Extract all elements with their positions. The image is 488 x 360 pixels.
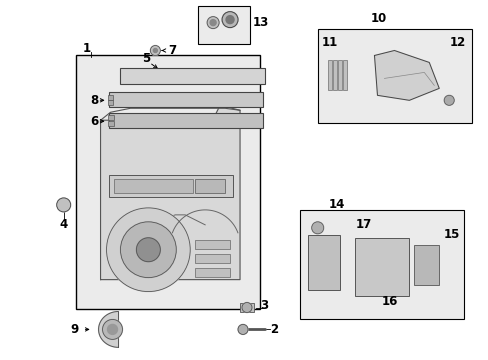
Circle shape	[106, 208, 190, 292]
Bar	[107, 121, 113, 126]
Polygon shape	[374, 50, 438, 100]
Text: 3: 3	[260, 299, 267, 312]
Bar	[413, 245, 438, 285]
Text: 7: 7	[168, 44, 176, 57]
Text: 5: 5	[142, 52, 150, 65]
Polygon shape	[99, 311, 118, 347]
Bar	[107, 115, 113, 120]
Text: 1: 1	[82, 42, 91, 55]
Bar	[332, 60, 336, 90]
Circle shape	[57, 198, 71, 212]
Circle shape	[120, 222, 176, 278]
Bar	[195, 268, 229, 276]
Bar	[299, 210, 463, 319]
Bar	[342, 60, 346, 90]
Circle shape	[238, 324, 247, 334]
Circle shape	[107, 324, 117, 334]
Text: 14: 14	[328, 198, 344, 211]
Text: 4: 4	[60, 218, 68, 231]
Text: 2: 2	[269, 323, 278, 336]
Bar	[120, 68, 264, 84]
Bar	[198, 6, 249, 44]
Circle shape	[136, 238, 160, 262]
Text: 10: 10	[369, 12, 386, 25]
Bar	[195, 179, 224, 193]
Bar	[354, 238, 408, 296]
Bar	[327, 60, 331, 90]
Bar	[307, 235, 339, 289]
Bar	[317, 28, 471, 123]
Bar	[195, 254, 229, 263]
Text: 11: 11	[321, 36, 337, 49]
Text: 12: 12	[448, 36, 465, 49]
Bar	[113, 179, 193, 193]
Circle shape	[311, 222, 323, 234]
Bar	[195, 240, 229, 249]
Circle shape	[153, 49, 157, 53]
Bar	[107, 100, 112, 105]
Circle shape	[102, 319, 122, 339]
Bar	[108, 113, 263, 128]
Circle shape	[242, 302, 251, 312]
Bar	[76, 55, 260, 310]
Circle shape	[222, 12, 238, 28]
Circle shape	[150, 45, 160, 55]
Circle shape	[443, 95, 453, 105]
Text: 16: 16	[381, 295, 397, 308]
Circle shape	[210, 20, 216, 26]
Text: 15: 15	[442, 228, 459, 241]
Bar	[240, 302, 253, 312]
Bar	[108, 92, 263, 107]
Text: 8: 8	[90, 94, 99, 107]
Circle shape	[207, 17, 219, 28]
Circle shape	[225, 15, 234, 24]
Bar	[337, 60, 341, 90]
Text: 13: 13	[252, 16, 269, 29]
Text: 9: 9	[70, 323, 79, 336]
Bar	[107, 95, 112, 100]
Polygon shape	[101, 105, 240, 280]
Bar	[108, 175, 233, 197]
Text: 17: 17	[355, 218, 371, 231]
Text: 6: 6	[90, 115, 99, 128]
